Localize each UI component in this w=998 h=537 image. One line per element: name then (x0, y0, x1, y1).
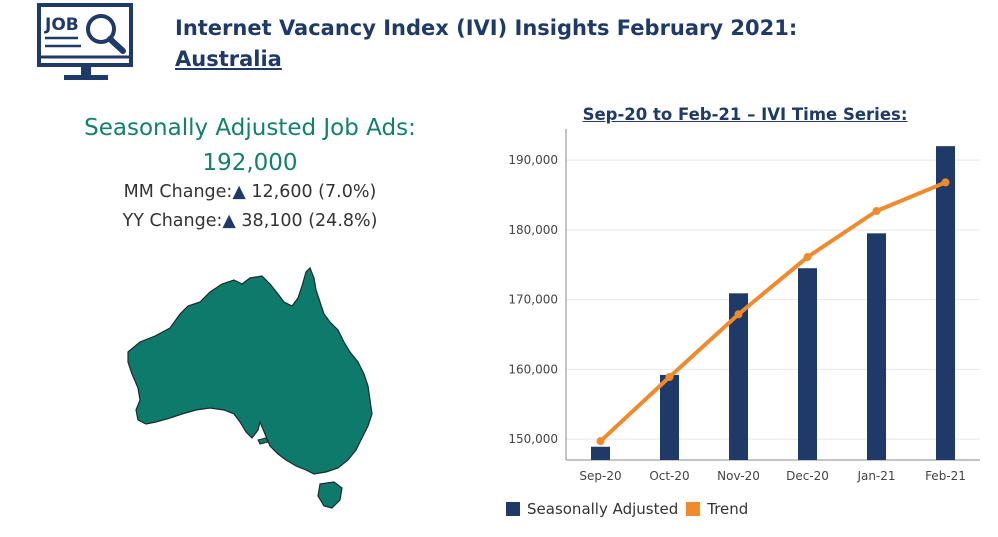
mm-change-value: 12,600 (7.0%) (251, 182, 377, 202)
x-tick-label: Feb-21 (925, 469, 966, 483)
tasmania[interactable] (317, 481, 343, 509)
legend-label-trend: Trend (707, 500, 749, 518)
job-search-logo-icon: JOB (37, 3, 133, 80)
y-tick-label: 160,000 (508, 362, 558, 376)
y-tick-label: 180,000 (508, 223, 558, 237)
legend-swatch-seasonally-adjusted (506, 502, 520, 516)
legend-swatch-trend (686, 502, 701, 516)
kangaroo-island[interactable] (257, 437, 269, 445)
up-arrow-icon: ▲ (232, 182, 246, 202)
trend-point[interactable] (803, 253, 812, 262)
page-title: Internet Vacancy Index (IVI) Insights Fe… (175, 13, 797, 75)
x-tick-label: Nov-20 (717, 469, 760, 483)
x-tick-label: Sep-20 (579, 469, 621, 483)
legend-item-trend[interactable]: Trend (686, 500, 748, 518)
trend-point[interactable] (596, 437, 605, 446)
trend-point[interactable] (665, 373, 674, 382)
legend-label-seasonally-adjusted: Seasonally Adjusted (527, 500, 679, 518)
trend-point[interactable] (872, 207, 881, 216)
kpi-value: 192,000 (202, 150, 298, 176)
logo-text: JOB (44, 15, 79, 35)
page-title-region-link[interactable]: Australia (175, 47, 282, 71)
chart-title: Sep-20 to Feb-21 – IVI Time Series: (582, 105, 908, 124)
page-title-line1: Internet Vacancy Index (IVI) Insights Fe… (175, 16, 798, 40)
bar-seasonally-adjusted[interactable] (660, 374, 679, 460)
legend-item-seasonally-adjusted[interactable]: Seasonally Adjusted (506, 500, 678, 518)
y-tick-label: 190,000 (508, 153, 558, 167)
trend-point[interactable] (941, 178, 950, 187)
up-arrow-icon: ▲ (222, 211, 236, 231)
x-tick-label: Jan-21 (856, 469, 895, 483)
chart-legend: Seasonally Adjusted Trend (506, 500, 756, 518)
mm-change: MM Change:▲ 12,600 (7.0%) (60, 182, 440, 202)
kpi-label: Seasonally Adjusted Job Ads: (84, 115, 416, 141)
yy-change-value: 38,100 (24.8%) (241, 211, 378, 231)
yy-change: YY Change:▲ 38,100 (24.8%) (60, 211, 440, 231)
mm-change-label: MM Change: (123, 182, 233, 202)
trend-line (598, 180, 948, 444)
ivi-time-series-chart: 150,000 160,000 170,000 180,000 190,000 Sep-2… (508, 129, 980, 483)
x-tick-label: Dec-20 (786, 469, 829, 483)
y-tick-label: 170,000 (508, 293, 558, 307)
trend-point[interactable] (734, 310, 743, 319)
bar-seasonally-adjusted[interactable] (591, 446, 610, 460)
y-tick-label: 150,000 (508, 432, 558, 446)
australia-mainland[interactable] (127, 266, 373, 475)
yy-change-label: YY Change: (122, 211, 223, 231)
bar-seasonally-adjusted[interactable] (798, 268, 817, 460)
bar-seasonally-adjusted[interactable] (729, 293, 748, 460)
bar-seasonally-adjusted[interactable] (936, 146, 955, 460)
x-tick-label: Oct-20 (649, 469, 689, 483)
bar-seasonally-adjusted[interactable] (867, 233, 886, 460)
australia-map[interactable] (110, 262, 380, 517)
